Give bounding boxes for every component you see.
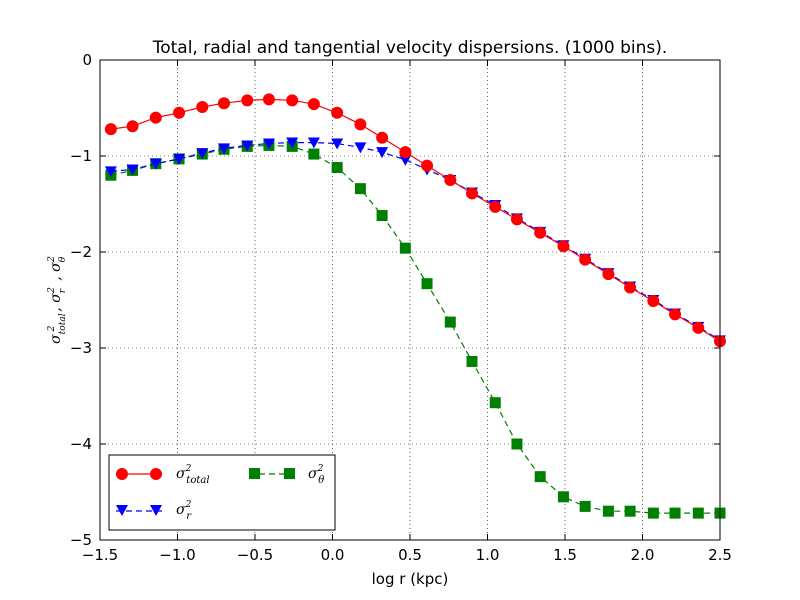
legend-marker-radial [116, 505, 128, 516]
data-point [579, 500, 591, 512]
data-point [669, 308, 682, 321]
data-point [466, 355, 478, 367]
data-point [196, 101, 209, 114]
data-point [557, 240, 570, 253]
data-point [557, 491, 569, 503]
legend-label-tangential: σ2 θ [308, 464, 324, 486]
data-point [218, 97, 230, 110]
svg-text:σtotal2, σr2 , σθ2: σtotal2, σr2 , σθ2 [47, 256, 68, 344]
data-point [421, 159, 434, 172]
chart-title: Total, radial and tangential velocity di… [152, 38, 668, 58]
data-point [331, 162, 343, 174]
y-tick-label: −1 [70, 147, 92, 165]
data-point [489, 397, 501, 409]
data-point [376, 131, 389, 144]
data-point [104, 123, 117, 136]
data-point [444, 174, 457, 186]
data-point [444, 316, 456, 328]
data-point [602, 505, 614, 517]
data-point [579, 253, 592, 266]
legend-label-total: σ2 total [176, 464, 210, 486]
data-point [669, 507, 681, 519]
x-tick-label: −1.5 [82, 546, 118, 564]
data-point [624, 281, 637, 294]
ticks: −1.5 −1.0 −0.5 0.0 0.5 1.0 1.5 2.0 2.5 0 −1 −2 −3 −4 −… [70, 51, 732, 564]
series-line [110, 98, 721, 342]
data-point [692, 507, 704, 519]
x-tick-label: 2.0 [631, 546, 655, 564]
data-point [354, 142, 367, 154]
x-tick-label: −0.5 [237, 546, 273, 564]
legend-marker-tangential [249, 468, 260, 479]
data-point [241, 94, 254, 107]
y-tick-label: −2 [70, 243, 92, 261]
legend-label-radial: σ2 r [176, 500, 192, 522]
data-point [354, 183, 366, 195]
data-point [399, 146, 412, 159]
data-point [376, 147, 389, 159]
data-point [692, 321, 705, 334]
data-point [149, 158, 162, 170]
data-point [354, 118, 367, 131]
x-axis-title: log r (kpc) [372, 570, 449, 588]
legend-entry-total: σ2 total [116, 464, 210, 486]
x-tick-label: 2.5 [708, 546, 732, 564]
data-point [262, 138, 275, 150]
data-point [376, 210, 388, 222]
data-point [262, 93, 275, 106]
data-point [149, 111, 162, 124]
x-tick-label: 0.0 [321, 546, 345, 564]
legend-box [108, 454, 336, 531]
series-line [110, 142, 721, 341]
series-line [110, 144, 720, 514]
y-axis-title: σtotal2, σr2 , σθ2 [47, 256, 68, 344]
series-layer [104, 93, 726, 519]
y-tick-label: −3 [70, 339, 92, 357]
data-point [534, 471, 546, 483]
x-tick-label: 0.5 [398, 546, 422, 564]
data-point [286, 94, 299, 107]
data-point [307, 137, 320, 149]
data-point [647, 507, 659, 519]
y-tick-label: −5 [70, 531, 92, 549]
data-point [218, 143, 230, 155]
data-point [307, 98, 320, 111]
data-point [286, 137, 299, 149]
data-point [399, 154, 412, 166]
data-point [421, 278, 433, 290]
data-point [510, 213, 523, 226]
x-tick-label: −1.0 [159, 546, 195, 564]
legend-marker-total [116, 468, 128, 480]
data-point [331, 106, 344, 119]
data-point [241, 140, 254, 152]
data-point [308, 148, 320, 160]
data-point [399, 242, 411, 254]
series-0 [104, 93, 726, 348]
data-point [126, 120, 139, 133]
data-point [511, 438, 523, 450]
y-tick-label: 0 [82, 51, 92, 69]
data-point [173, 153, 186, 165]
x-tick-label: 1.5 [553, 546, 577, 564]
y-tick-label: −4 [70, 435, 92, 453]
data-point [466, 187, 478, 200]
legend-entry-radial: σ2 r [116, 500, 192, 522]
data-point [104, 166, 117, 178]
data-point [647, 294, 660, 307]
data-point [534, 226, 547, 239]
data-point [126, 164, 139, 176]
legend-entry-tangential: σ2 θ [249, 464, 324, 486]
data-point [173, 106, 186, 119]
x-tick-label: 1.0 [476, 546, 500, 564]
data-point [331, 138, 344, 150]
data-point [624, 505, 636, 517]
data-point [602, 268, 615, 281]
data-point [489, 200, 502, 213]
legend: σ2 total σ2 r σ2 θ [108, 454, 336, 531]
data-point [196, 148, 209, 160]
